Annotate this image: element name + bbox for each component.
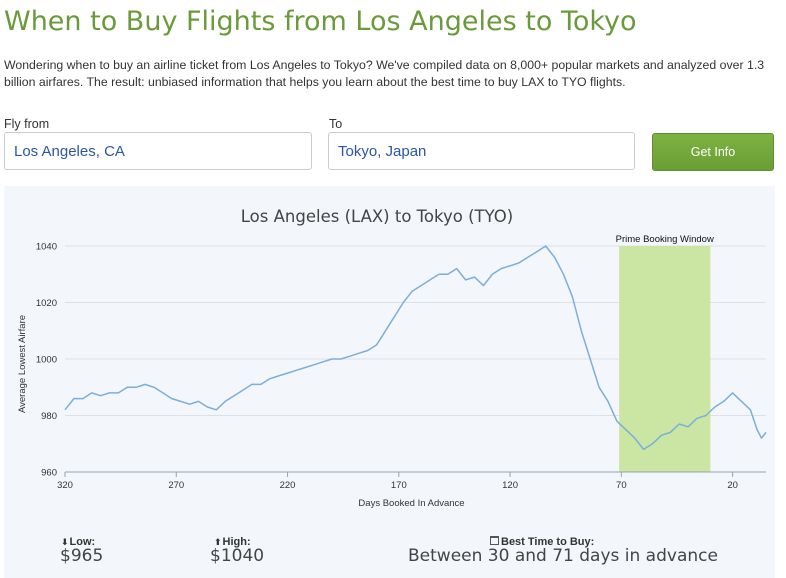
from-input[interactable] [4,132,312,170]
high-stat-label: ⬆High: [214,536,251,548]
high-stat-value: $1040 [210,546,265,566]
page-title: When to Buy Flights from Los Angeles to … [4,6,637,37]
chart-panel: 960 980 1000 1020 1040 Prime Booking Window 32… [4,186,775,578]
fare-line [64,245,767,451]
low-label-text: Low: [69,536,96,548]
y-tick-label: 960 [41,468,57,479]
calendar-icon [490,536,499,545]
booking-window [619,246,711,472]
high-label-text: High: [222,536,251,548]
intro-text: Wondering when to buy an airline ticket … [4,58,765,89]
y-tick-label: 980 [41,411,57,422]
from-label: Fly from [4,117,50,131]
best-label-text: Best Time to Buy: [501,536,595,548]
stats-bar: ⬇Low: $965 ⬆High: $1040 Best Time to Buy… [0,530,786,578]
fare-chart: 960 980 1000 1020 1040 Prime Booking Window 32… [17,207,767,509]
low-stat-value: $965 [60,546,104,566]
up-arrow-icon: ⬆ [214,537,222,547]
down-arrow-icon: ⬇ [61,537,69,547]
x-tick-label: 220 [280,480,296,491]
get-info-button[interactable]: Get Info [652,133,774,171]
booking-window-label: Prime Booking Window [616,234,714,245]
x-tick-label: 20 [727,480,738,491]
x-tick-label: 70 [616,480,627,491]
y-tick-label: 1020 [36,298,57,309]
chart-title: Los Angeles (LAX) to Tokyo (TYO) [241,207,513,226]
low-stat-label: ⬇Low: [61,536,95,548]
y-tick-label: 1040 [36,242,57,253]
x-axis-title: Days Booked In Advance [358,498,464,509]
x-tick-label: 270 [168,480,184,491]
y-axis-title: Average Lowest Airfare [17,315,28,413]
to-input[interactable] [328,132,635,170]
to-label: To [329,117,343,131]
x-tick-label: 170 [391,480,407,491]
x-tick-label: 320 [57,480,73,491]
best-stat-value: Between 30 and 71 days in advance [408,546,718,566]
best-stat-label: Best Time to Buy: [490,536,594,548]
x-tick-label: 120 [502,480,518,491]
y-tick-label: 1000 [36,355,57,366]
